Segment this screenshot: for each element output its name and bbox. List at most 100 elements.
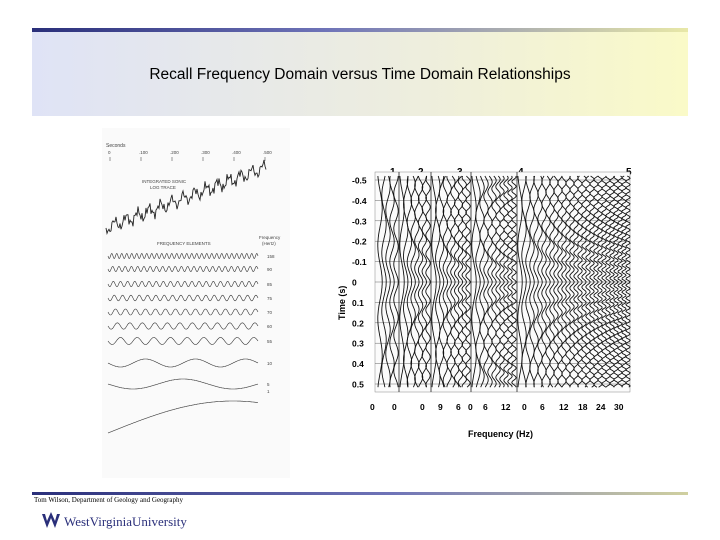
time-tick-label: -0.3: [352, 216, 367, 226]
wavelet-trace: [585, 175, 591, 388]
sonic-log-trace: [105, 159, 267, 235]
top-divider: [32, 28, 688, 32]
bottom-divider: [32, 492, 688, 495]
frequency-element-wave: [107, 358, 259, 368]
frequency-element-wave: [107, 337, 259, 345]
wavelet-trace: [601, 175, 607, 388]
wavelet-trace: [414, 175, 420, 388]
frequency-element-wave: [107, 253, 259, 259]
time-axis-ticks: -0.5 -0.4 -0.3 -0.2 -0.1 0 0.1 0.2 0.3 0.4 0.5: [352, 176, 367, 390]
frequency-tick-label: 6: [540, 402, 545, 412]
wavelet-trace: [597, 175, 603, 388]
footer-credit: Tom Wilson, Department of Geology and Ge…: [34, 496, 183, 504]
frequency-tick-label: 0: [522, 402, 527, 412]
time-tick-label: -0.2: [352, 237, 367, 247]
frequency-tick-label: 18: [578, 402, 588, 412]
frequency-element-wave: [107, 294, 259, 302]
wavelet-trace: [533, 175, 539, 388]
frequency-value-label: 1: [267, 389, 270, 394]
time-frequency-figure: 12345 -0.5-0.4-0.3-0.2-0.100.10.20.30.40…: [337, 167, 632, 439]
wavelet-trace: [403, 175, 409, 388]
wavelet-trace: [438, 176, 445, 388]
wavelet-trace: [457, 175, 464, 388]
frequency-element-wave: [107, 308, 259, 316]
frequency-value-label: 70: [267, 310, 273, 315]
wavelet-trace: [377, 175, 383, 388]
wavelet-trace: [621, 175, 627, 388]
wavelet-trace: [565, 176, 571, 388]
time-tick-label: 0.5: [352, 380, 364, 390]
frequency-values: 158 90 85 75 70 60 55 10 5 1: [267, 254, 275, 394]
frequency-value-label: 90: [267, 267, 273, 272]
frequency-value-label: 5: [267, 382, 270, 387]
frequency-tick-label: 12: [559, 402, 569, 412]
wavelet-trace: [553, 175, 559, 388]
wavelet-trace: [521, 176, 527, 388]
freq-header-2: (Hertz): [262, 241, 276, 246]
wavelet-trace: [431, 175, 437, 388]
university-name: WestVirginiaUniversity: [64, 514, 187, 529]
wavelet-trace: [625, 175, 631, 388]
seconds-tick-label: .100: [139, 150, 148, 155]
frequency-tick-label: 24: [596, 402, 606, 412]
frequency-axis-ticks: 0 0 0 9 6 0 6 12 0 6 12 18 24 30: [370, 402, 624, 412]
wavelet-trace: [545, 175, 551, 388]
wavelet-trace: [406, 175, 413, 388]
wavelet-trace: [421, 175, 427, 388]
time-tick-label: 0.4: [352, 359, 364, 369]
frequency-element-wave: [107, 280, 259, 288]
wavelet-trace: [537, 175, 543, 388]
wavelet-trace: [491, 175, 497, 388]
wavelet-trace: [613, 175, 619, 388]
time-axis-label: Time (s): [337, 286, 347, 320]
frequency-axis-label: Frequency (Hz): [468, 429, 533, 439]
wavelet-trace: [569, 175, 575, 388]
frequency-tick-label: 9: [438, 402, 443, 412]
frequency-elements-label: FREQUENCY ELEMENTS: [157, 241, 211, 246]
seconds-tick-label: .300: [201, 150, 210, 155]
frequency-tick-label: 6: [483, 402, 488, 412]
frequency-elements-figure: Seconds 0 .100 .200 .300 .400 .500 INTEGRATED…: [102, 128, 290, 478]
frequency-tick-label: 0: [392, 402, 397, 412]
frequency-waveforms: [107, 253, 259, 434]
time-tick-label: 0.1: [352, 298, 364, 308]
wavelet-trace: [425, 175, 431, 388]
seconds-tick-label: 0: [108, 150, 111, 155]
wavelet-trace: [487, 175, 493, 388]
wavelet-grid: [374, 171, 631, 393]
wavelet-trace: [549, 175, 555, 388]
wavelet-trace: [507, 175, 513, 388]
seconds-tick-label: .200: [170, 150, 179, 155]
wavelet-trace: [517, 175, 523, 388]
frequency-element-wave: [107, 322, 259, 330]
frequency-tick-label: 0: [420, 402, 425, 412]
time-tick-label: -0.5: [352, 176, 367, 186]
wavelet-trace: [450, 175, 456, 388]
seconds-label: Seconds: [106, 143, 126, 149]
time-tick-label: 0: [352, 278, 357, 288]
frequency-value-label: 10: [267, 361, 273, 366]
frequency-element-wave: [107, 266, 259, 272]
wavelet-trace: [503, 175, 509, 388]
frequency-tick-label: 6: [456, 402, 461, 412]
wavelet-trace: [609, 175, 615, 388]
frequency-tick-label: 12: [501, 402, 511, 412]
wavelet-trace: [589, 175, 595, 388]
seconds-ticks: 0 .100 .200 .300 .400 .500: [108, 150, 272, 161]
wavelet-trace: [435, 175, 441, 388]
wavelet-trace: [475, 175, 481, 388]
title-band: Recall Frequency Domain versus Time Doma…: [32, 32, 688, 116]
wavelet-trace: [389, 175, 395, 388]
wavelet-trace: [381, 175, 387, 388]
wavelet-trace: [525, 175, 531, 388]
frequency-element-wave: [107, 378, 259, 390]
time-tick-label: 0.3: [352, 339, 364, 349]
seconds-tick-label: .500: [263, 150, 272, 155]
frequency-tick-label: 0: [468, 402, 473, 412]
trace-label-1: INTEGRATED SONIC: [142, 179, 187, 184]
wavelet-trace: [557, 175, 563, 388]
frequency-element-wave: [107, 400, 259, 434]
trace-label-2: LOG TRACE: [150, 185, 176, 190]
wavelet-trace: [442, 175, 448, 388]
wavelet-trace: [465, 175, 471, 388]
